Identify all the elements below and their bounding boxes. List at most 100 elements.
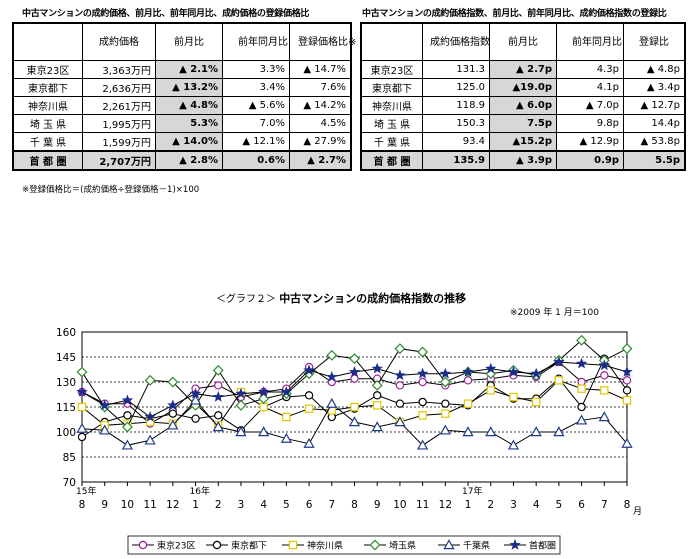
data-point [530,426,542,437]
data-point [486,386,495,395]
data-point [212,391,224,402]
table-row: 東京都下 2,636万円 ▲ 13.2% 3.4% 7.6% [12,78,352,97]
y-tick-label: 70 [63,477,76,489]
data-point [282,412,291,422]
data-point [373,391,382,400]
table-cell: 135.9 [422,150,490,171]
data-point [280,432,292,443]
table-cell: ▲ 2.8% [155,150,223,171]
row-area-cell: 首 都 圏 [360,150,423,171]
data-point [348,366,361,377]
data-point [303,437,315,448]
table-cell: ▲ 2.7% [289,150,352,171]
y-tick-label: 130 [56,377,76,389]
data-point [350,402,359,412]
table-row: 埼 玉 県 1,995万円 5.3% 7.0% 4.5% [12,114,352,133]
x-tick-label: 3 [238,499,245,511]
data-point [191,414,200,423]
data-point [349,353,360,365]
data-point [507,439,520,450]
data-point [280,386,293,397]
table-row: 首 都 圏 135.9 ▲ 3.9p 0.9p 5.5p [360,150,686,171]
data-point [371,379,383,391]
data-point [439,367,452,379]
year-label: 17年 [462,485,482,497]
data-point [189,387,202,399]
data-point [326,371,338,382]
data-point [144,411,156,422]
header-cell: 前年同月比 [556,22,624,61]
data-point [394,343,406,355]
data-point [288,540,298,550]
row-area-cell: 埼 玉 県 [12,114,83,133]
price-table: 成約価格 前月比 前年同月比 登録価格比※ 東京23区 3,363万円 ▲ 2.1%… [12,22,356,171]
legend-label: 東京23区 [157,540,195,552]
x-tick-label: 8 [351,499,358,511]
data-point [507,366,520,377]
data-point [395,399,405,408]
data-point [257,386,270,397]
data-point [369,539,381,551]
x-tick-label: 9 [374,499,381,511]
data-point [212,421,224,432]
table-cell: ▲ 14.0% [155,132,223,152]
data-point [441,409,450,418]
x-tick-label: 1 [192,499,199,511]
data-point [371,421,383,432]
data-point [138,540,148,550]
table-row: 神奈川県 2,261万円 ▲ 4.8% ▲ 5.6% ▲ 14.2% [12,96,352,115]
data-point [304,391,314,400]
data-point [621,437,633,448]
data-point [371,362,383,374]
header-cell [12,22,83,61]
data-point [77,402,87,412]
header-label: 前年同月比 [238,36,288,48]
data-point [418,411,427,420]
legend-label: 神奈川県 [307,540,343,552]
year-label: 16年 [190,485,210,497]
data-point [326,349,338,361]
data-point [303,364,315,376]
header-label: 前年同月比 [572,36,622,48]
graph-title: ＜グラフ２＞ 中古マンションの成約価格指数の推移 [216,290,466,306]
data-point [577,402,586,412]
x-tick-label: 7 [601,499,608,511]
data-point [167,376,179,388]
header-label: 成約価格指数 [430,36,490,48]
data-point [212,364,224,376]
data-point [394,416,406,427]
year-label: 15年 [76,485,96,497]
legend-label: 首都圏 [529,540,556,552]
x-tick-label: 6 [578,499,585,511]
x-tick-label: 3 [510,499,517,511]
data-point [600,386,609,395]
graph-heading: 中古マンションの成約価格指数の推移 [279,292,467,305]
data-point [212,540,222,550]
data-point [622,376,632,385]
data-point [214,381,223,390]
data-point [189,394,202,405]
x-tick-label: 8 [624,499,631,511]
table-row: 千 葉 県 93.4 ▲15.2p ▲ 12.9p ▲ 53.8p [360,132,686,152]
x-tick-label: 6 [306,499,313,511]
base-note: ※2009 年 1 月＝100 [510,308,599,318]
data-point [121,394,134,406]
data-point [395,381,405,390]
data-point [168,409,178,418]
data-point [235,399,247,411]
data-point [553,426,565,437]
table-cell: 5.3% [155,114,223,133]
x-tick-label: 2 [487,499,494,511]
header-cell [360,22,423,61]
graph-label: ＜グラフ２＞ [216,294,276,305]
data-point [485,426,497,437]
data-point [258,426,270,437]
table-row: 千 葉 県 1,599万円 ▲ 14.0% ▲ 12.1% ▲ 27.9% [12,132,352,152]
x-tick-label: 10 [121,499,134,511]
x-tick-label: 4 [533,499,540,511]
data-point [554,376,564,385]
data-point [76,422,88,433]
y-tick-label: 100 [56,427,76,439]
x-tick-label: 7 [328,499,335,511]
